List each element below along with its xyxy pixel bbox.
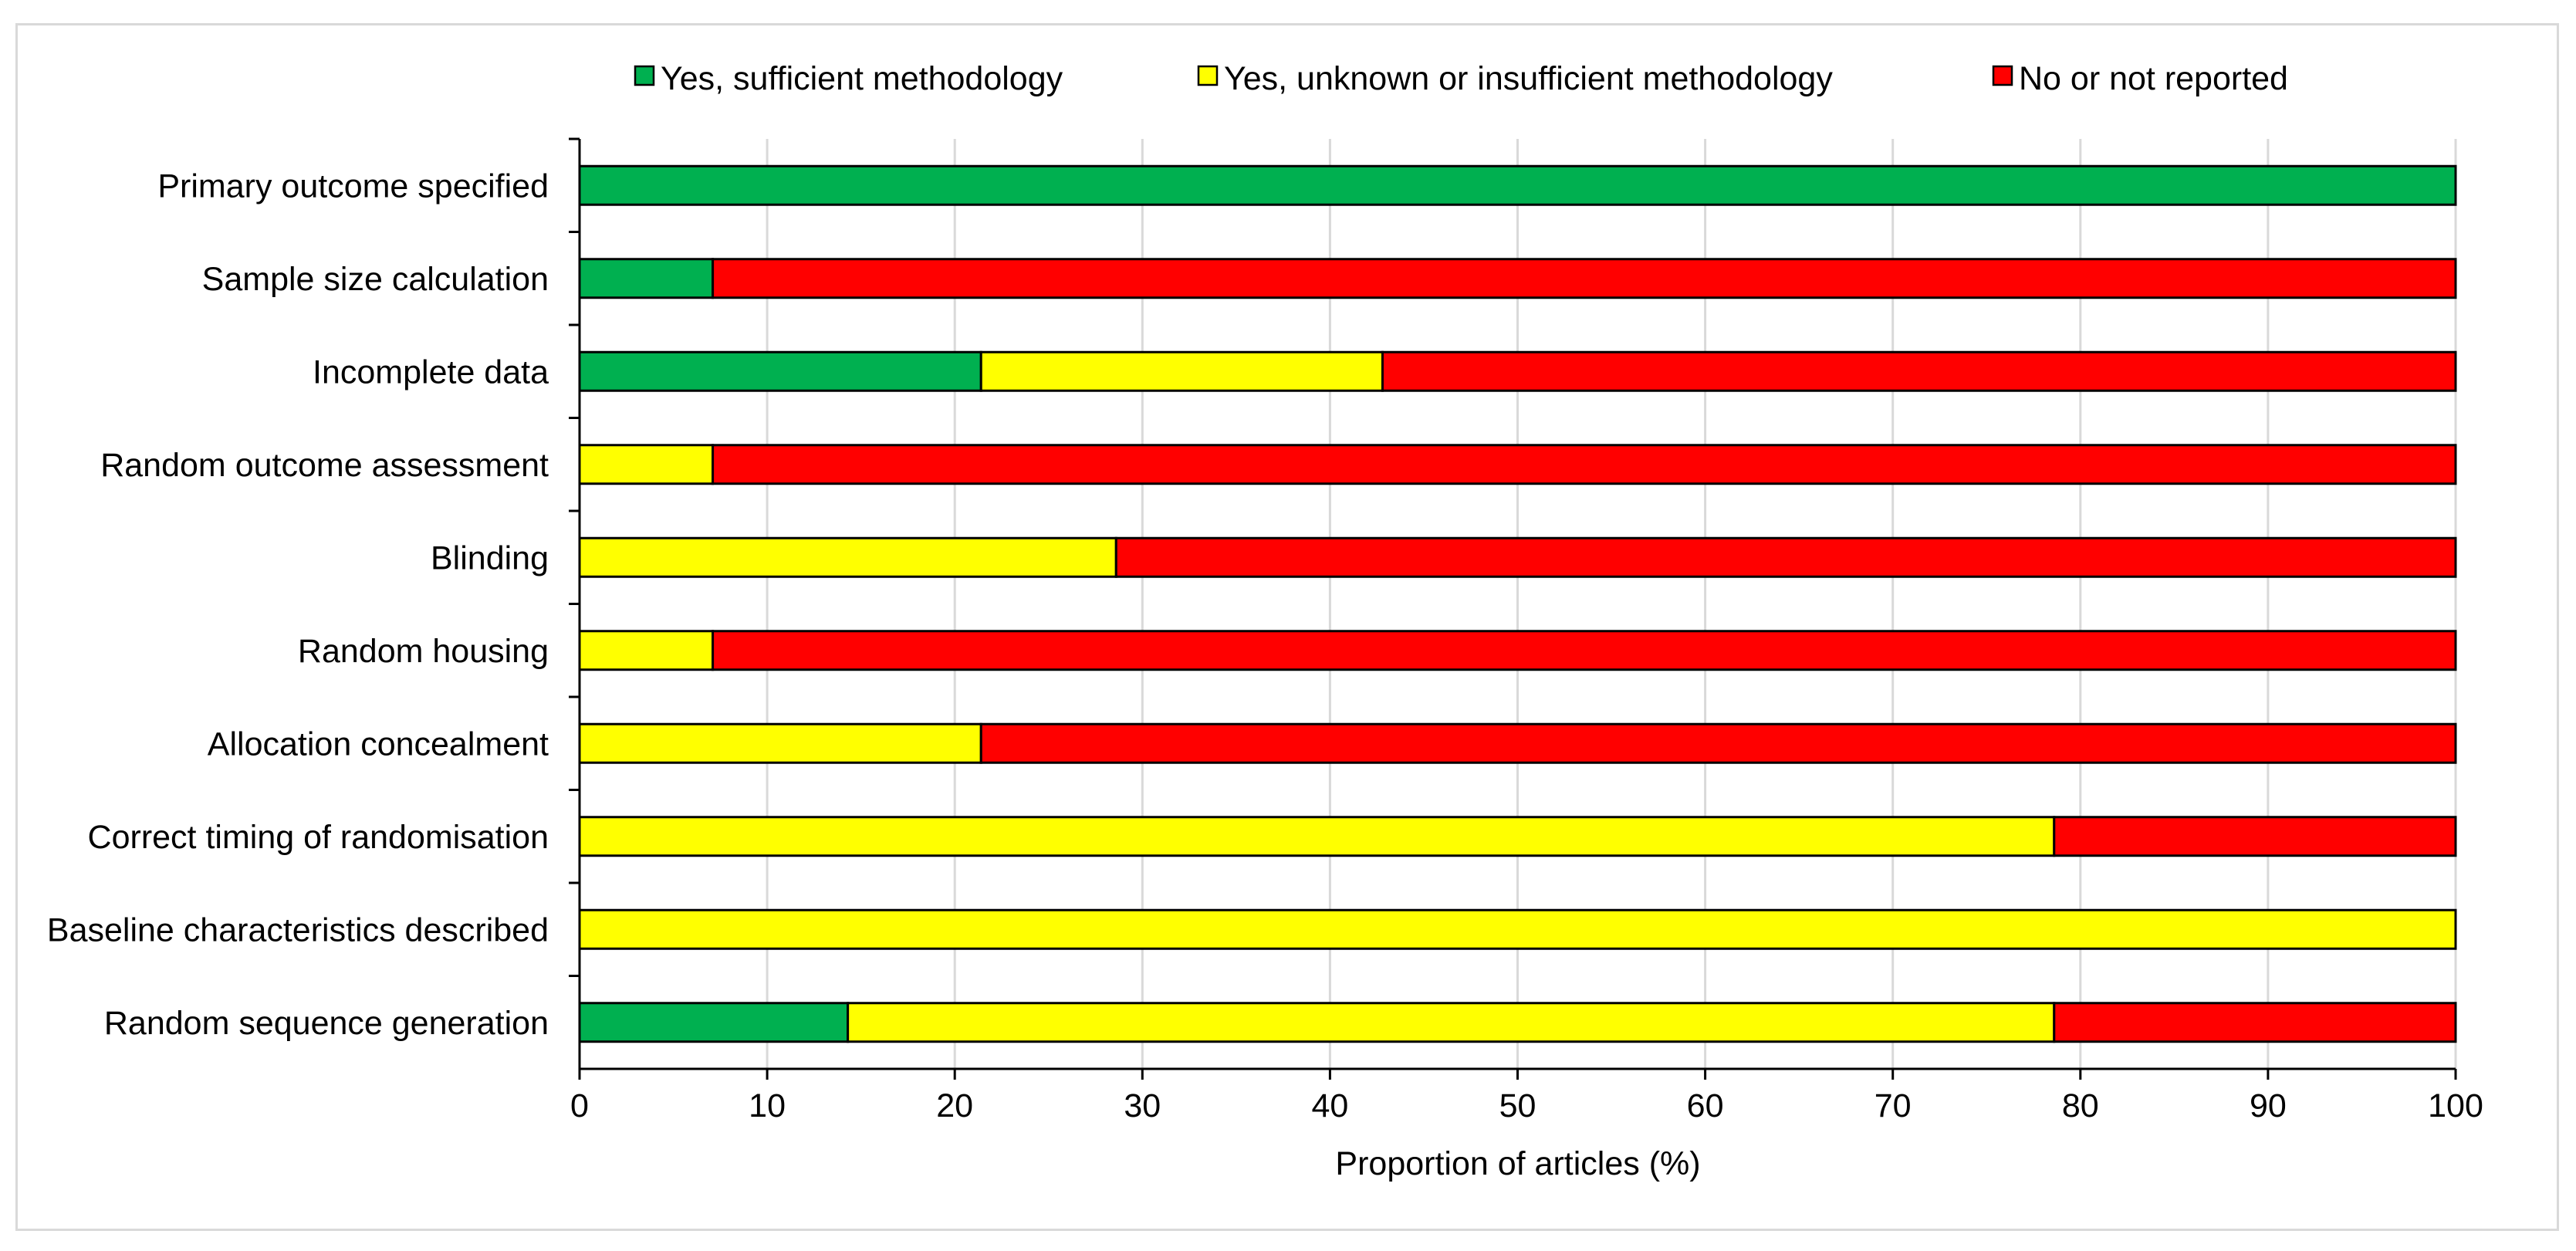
category-label-sample-size-calculation: Sample size calculation	[202, 261, 549, 298]
x-tick-labels: 0 10 20 30 40 50 60 70 80 90 100	[570, 1087, 2483, 1124]
axes	[569, 137, 2457, 1080]
x-tick-label-0: 0	[570, 1087, 589, 1124]
bar-random-outcome-assessment-no-or-not-reported	[712, 444, 2457, 485]
bar-random-housing-yes-unknown-or-insufficient-methodology	[578, 630, 715, 671]
legend-swatch-no-or-not-reported	[1992, 65, 2013, 86]
chart-frame	[15, 23, 2559, 1231]
category-label-incomplete-data: Incomplete data	[313, 353, 549, 391]
bar-random-sequence-generation-yes-sufficient-methodology	[578, 1002, 850, 1043]
bars	[578, 164, 2457, 1043]
legend: Yes, sufficient methodology Yes, unknown …	[634, 60, 2288, 97]
x-tick-label-50: 50	[1499, 1087, 1536, 1124]
bar-sample-size-calculation-no-or-not-reported	[712, 258, 2457, 299]
x-tick-label-100: 100	[2428, 1087, 2483, 1124]
category-label-baseline-characteristics-described: Baseline characteristics described	[47, 911, 549, 948]
bar-incomplete-data-yes-sufficient-methodology	[578, 350, 982, 392]
bar-baseline-characteristics-described-yes-unknown-or-insufficient-methodology	[578, 908, 2457, 950]
category-label-primary-outcome-specified: Primary outcome specified	[157, 167, 549, 205]
category-label-random-housing: Random housing	[298, 633, 549, 670]
bar-primary-outcome-specified-yes-sufficient-methodology	[578, 164, 2457, 206]
x-tick-label-60: 60	[1687, 1087, 1724, 1124]
x-tick-label-10: 10	[749, 1087, 786, 1124]
category-label-correct-timing-of-randomisation: Correct timing of randomisation	[88, 819, 549, 856]
x-tick-label-80: 80	[2062, 1087, 2099, 1124]
bar-random-housing-no-or-not-reported	[712, 630, 2457, 671]
bar-random-sequence-generation-yes-unknown-or-insufficient-methodology	[847, 1002, 2056, 1043]
legend-label-no-or-not-reported: No or not reported	[2019, 60, 2288, 97]
bar-allocation-concealment-yes-unknown-or-insufficient-methodology	[578, 722, 982, 764]
legend-label-yes-unknown-or-insufficient-methodology: Yes, unknown or insufficient methodology	[1224, 60, 1833, 97]
x-tick-label-70: 70	[1875, 1087, 1912, 1124]
category-labels: Primary outcome specified Sample size cal…	[47, 167, 549, 1042]
x-tick-label-20: 20	[936, 1087, 973, 1124]
category-label-blinding: Blinding	[431, 539, 549, 576]
category-label-allocation-concealment: Allocation concealment	[208, 725, 549, 762]
x-tick-label-40: 40	[1311, 1087, 1348, 1124]
x-tick-label-30: 30	[1124, 1087, 1161, 1124]
bar-blinding-no-or-not-reported	[1114, 536, 2457, 578]
bar-blinding-yes-unknown-or-insufficient-methodology	[578, 536, 1117, 578]
x-axis-title: Proportion of articles (%)	[1335, 1145, 1700, 1182]
legend-label-yes-sufficient-methodology: Yes, sufficient methodology	[661, 60, 1063, 97]
bar-random-outcome-assessment-yes-unknown-or-insufficient-methodology	[578, 444, 715, 485]
bar-incomplete-data-yes-unknown-or-insufficient-methodology	[979, 350, 1384, 392]
category-label-random-sequence-generation: Random sequence generation	[104, 1005, 549, 1042]
bar-random-sequence-generation-no-or-not-reported	[2053, 1002, 2457, 1043]
legend-swatch-yes-sufficient-methodology	[634, 65, 655, 86]
legend-swatch-yes-unknown-or-insufficient-methodology	[1197, 65, 1219, 86]
bar-allocation-concealment-no-or-not-reported	[979, 722, 2457, 764]
x-tick-label-90: 90	[2250, 1087, 2287, 1124]
bar-sample-size-calculation-yes-sufficient-methodology	[578, 258, 715, 299]
bar-correct-timing-of-randomisation-yes-unknown-or-insufficient-methodology	[578, 816, 2056, 857]
bar-correct-timing-of-randomisation-no-or-not-reported	[2053, 816, 2457, 857]
bar-incomplete-data-no-or-not-reported	[1381, 350, 2457, 392]
category-label-random-outcome-assessment: Random outcome assessment	[100, 447, 549, 484]
